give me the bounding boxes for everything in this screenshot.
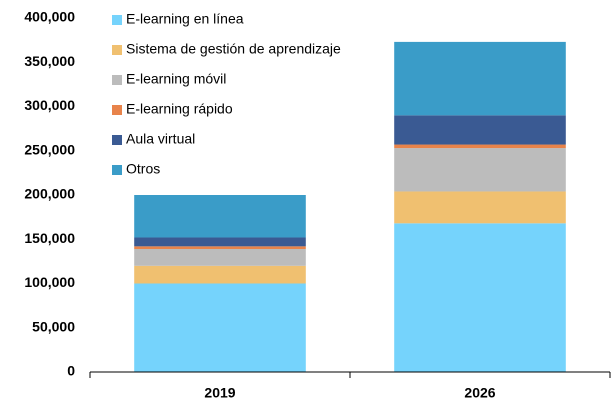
legend-label: E-learning en línea xyxy=(126,11,244,27)
legend-label: E-learning móvil xyxy=(126,71,226,87)
legend-swatch xyxy=(112,135,122,145)
y-tick-label: 250,000 xyxy=(24,141,75,157)
y-tick-label: 300,000 xyxy=(24,97,75,113)
bar-segment xyxy=(134,195,306,238)
y-tick-label: 400,000 xyxy=(24,9,75,25)
y-tick-label: 350,000 xyxy=(24,53,75,69)
y-tick-label: 100,000 xyxy=(24,274,75,290)
legend-swatch xyxy=(112,105,122,115)
bar-segment xyxy=(394,223,566,372)
x-tick-label: 2019 xyxy=(204,385,235,401)
bar-segment xyxy=(134,283,306,372)
bar-segment xyxy=(134,246,306,249)
x-tick-label: 2026 xyxy=(464,385,495,401)
y-tick-label: 0 xyxy=(67,363,75,379)
legend-label: Aula virtual xyxy=(126,131,195,147)
legend-swatch xyxy=(112,15,122,25)
bar-segment xyxy=(134,248,306,266)
y-tick-label: 200,000 xyxy=(24,186,75,202)
legend-swatch xyxy=(112,45,122,55)
bar-segment xyxy=(394,191,566,224)
bar-segment xyxy=(134,265,306,284)
legend-label: Sistema de gestión de aprendizaje xyxy=(126,41,341,57)
bar-segment xyxy=(134,237,306,247)
bar-segment xyxy=(394,41,566,116)
legend-swatch xyxy=(112,165,122,175)
legend-label: E-learning rápido xyxy=(126,101,233,117)
bar-segment xyxy=(394,115,566,145)
y-tick-label: 50,000 xyxy=(32,318,75,334)
legend-swatch xyxy=(112,75,122,85)
bar-segment xyxy=(394,144,566,149)
legend-label: Otros xyxy=(126,161,160,177)
y-tick-label: 150,000 xyxy=(24,230,75,246)
bar-segment xyxy=(394,148,566,192)
